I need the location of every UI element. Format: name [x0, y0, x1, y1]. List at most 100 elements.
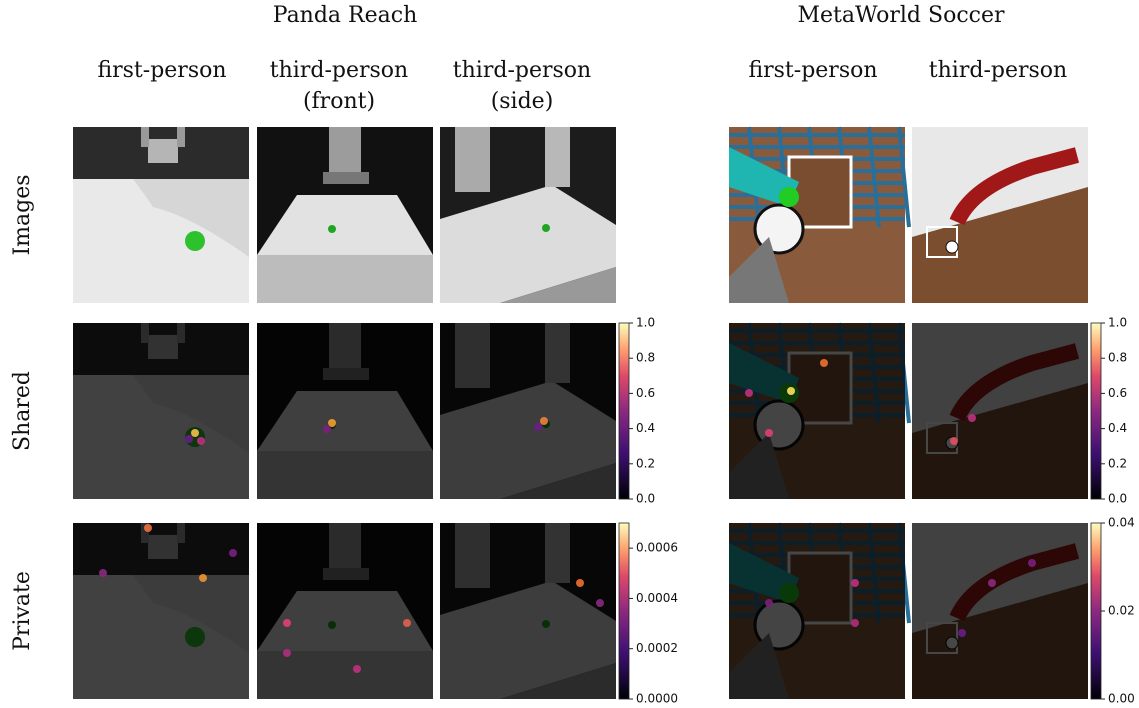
attention: [540, 417, 548, 425]
attention: [191, 429, 199, 437]
attention: [353, 665, 361, 673]
attention: [283, 619, 291, 627]
tick-label: 0.8: [1108, 351, 1127, 365]
gripper: [148, 139, 178, 163]
grid-bar: [897, 126, 911, 228]
goal: [926, 226, 958, 258]
attention: [403, 619, 411, 627]
column-label: (front): [303, 89, 375, 114]
panel: [912, 127, 1088, 303]
attention: [328, 419, 336, 427]
group-title: MetaWorld Soccer: [798, 3, 1005, 28]
arm: [545, 127, 570, 187]
target: [779, 187, 799, 207]
panel: [257, 523, 433, 699]
robot: [329, 127, 361, 172]
attention: [950, 437, 958, 445]
tick-label: 0.0002: [636, 641, 678, 655]
column-label: third-person: [929, 58, 1067, 83]
colorbar: [1090, 322, 1102, 500]
attention: [534, 423, 542, 431]
panel: [257, 323, 433, 499]
arm: [949, 147, 1080, 226]
finger: [177, 127, 185, 147]
tick-label: 0.2: [636, 456, 655, 470]
dim: [73, 523, 249, 699]
group-title: Panda Reach: [273, 3, 417, 28]
dim: [912, 323, 1088, 499]
shadow: [133, 179, 249, 257]
attention: [958, 629, 966, 637]
row-label: Shared: [10, 371, 35, 451]
dim: [257, 323, 433, 499]
attention: [820, 359, 828, 367]
dim: [73, 323, 249, 499]
tick-label: 0.0000: [636, 692, 678, 706]
attention: [185, 435, 193, 443]
attention: [968, 414, 976, 422]
attention: [851, 579, 859, 587]
ball: [185, 231, 205, 251]
column-label: third-person: [270, 58, 408, 83]
attention: [787, 387, 795, 395]
tick-label: 0.04: [1108, 516, 1135, 530]
attention: [99, 569, 107, 577]
panel: [73, 127, 249, 303]
attention: [1028, 559, 1036, 567]
attention: [199, 574, 207, 582]
table-top: [440, 185, 616, 303]
attention: [851, 619, 859, 627]
row-label: Private: [10, 571, 35, 651]
tick-label: 0.6: [1108, 386, 1127, 400]
arm: [455, 127, 490, 192]
table-top: [257, 195, 433, 255]
tick-label: 0.0: [1108, 492, 1127, 506]
dim: [912, 523, 1088, 699]
column-label: (side): [491, 89, 554, 114]
panel: [440, 523, 616, 699]
panel: [912, 323, 1088, 499]
tick-label: 1.0: [1108, 316, 1127, 330]
panel: [73, 523, 249, 699]
floor: [729, 237, 789, 303]
panel: [729, 126, 911, 303]
dim: [440, 523, 616, 699]
robot: [323, 172, 369, 184]
column-label: first-person: [97, 58, 226, 83]
attention: [197, 437, 205, 445]
tick-label: 0.8: [636, 351, 655, 365]
table-side: [500, 267, 616, 303]
attention: [765, 599, 773, 607]
attention: [745, 389, 753, 397]
attention: [229, 549, 237, 557]
tick-label: 0.4: [1108, 421, 1127, 435]
attention: [283, 649, 291, 657]
tick-label: 0.6: [636, 386, 655, 400]
table: [912, 187, 1088, 303]
dim: [729, 323, 905, 499]
tick-label: 0.0006: [636, 541, 678, 555]
panel: [257, 127, 433, 303]
panel: [440, 127, 616, 303]
dim: [440, 323, 616, 499]
tick-label: 0.4: [636, 421, 655, 435]
tick-label: 0.0: [636, 492, 655, 506]
dim: [729, 523, 905, 699]
finger: [141, 127, 149, 147]
table-front: [257, 255, 433, 303]
ball: [328, 225, 336, 233]
ball: [945, 240, 959, 254]
tick-label: 0.02: [1108, 604, 1135, 618]
panel: [912, 523, 1088, 699]
panel: [73, 323, 249, 499]
tick-label: 1.0: [636, 316, 655, 330]
panel: [729, 522, 911, 699]
colorbar: [1090, 522, 1102, 700]
panel: [440, 323, 616, 499]
column-label: third-person: [453, 58, 591, 83]
panel: [729, 322, 911, 499]
dim: [257, 523, 433, 699]
grid-bar: [867, 126, 881, 228]
attention: [988, 579, 996, 587]
